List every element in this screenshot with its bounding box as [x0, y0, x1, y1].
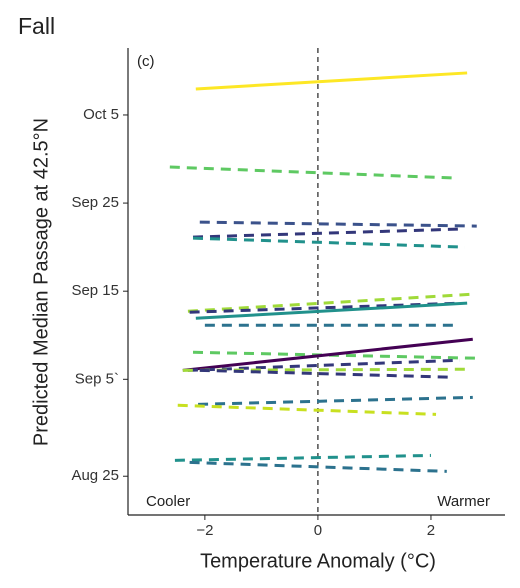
x-tick-label: −2	[196, 522, 213, 539]
series-line	[187, 292, 473, 313]
panel-label: (c)	[137, 53, 155, 70]
series-line	[177, 403, 437, 416]
y-tick-label: Sep 15	[71, 282, 119, 299]
series-line	[189, 460, 447, 473]
annotation: Cooler	[146, 493, 190, 510]
x-axis-title: Temperature Anomaly (°C)	[200, 550, 436, 572]
y-tick-label: Oct 5	[83, 106, 119, 123]
series-line	[174, 453, 431, 462]
chart-title: Fall	[18, 13, 55, 39]
series-line	[182, 337, 473, 372]
series-line	[199, 220, 477, 228]
x-tick-label: 2	[427, 522, 435, 539]
series-line	[182, 367, 465, 372]
series-line	[187, 358, 460, 372]
y-tick-label: Sep 5`	[75, 370, 119, 387]
series-line	[199, 368, 455, 379]
series-line	[169, 165, 455, 180]
y-axis-title: Predicted Median Passage at 42.5°N	[30, 118, 52, 446]
series-line	[195, 71, 468, 91]
series-line	[195, 301, 468, 320]
y-tick-label: Sep 25	[71, 194, 119, 211]
series-line	[192, 227, 460, 239]
annotation: Warmer	[437, 493, 490, 510]
x-tick-label: 0	[314, 522, 322, 539]
series-line	[198, 395, 473, 406]
series-line	[192, 236, 465, 249]
y-tick-label: Aug 25	[71, 467, 119, 484]
